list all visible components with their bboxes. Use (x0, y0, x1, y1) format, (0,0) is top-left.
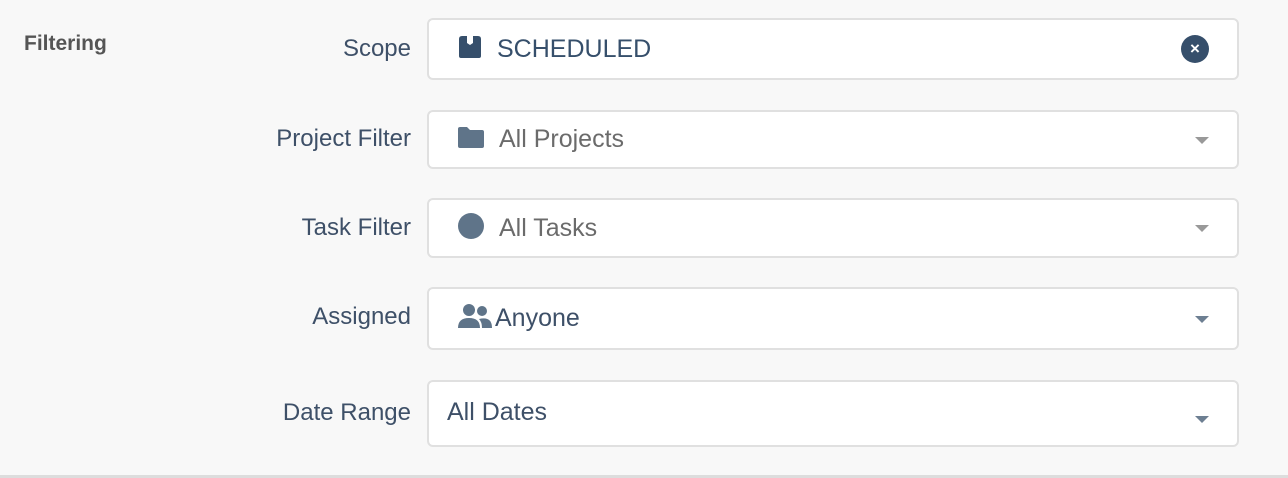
chevron-down-icon[interactable] (1195, 315, 1209, 323)
folder-icon (457, 125, 485, 154)
date-range-label: Date Range (282, 399, 411, 426)
project-filter-value: All Projects (499, 125, 625, 153)
scope-label: Scope (342, 35, 411, 62)
clear-icon[interactable]: × (1181, 35, 1209, 63)
circle-icon (457, 212, 485, 245)
section-title: Filtering (24, 32, 107, 55)
chevron-down-icon[interactable] (1195, 136, 1209, 144)
date-range-select[interactable]: All Dates (427, 380, 1239, 447)
scope-select[interactable]: SCHEDULED × (427, 18, 1239, 80)
assigned-select[interactable]: Anyone (427, 287, 1239, 350)
assigned-label: Assigned (312, 303, 411, 330)
assigned-value: Anyone (495, 304, 580, 332)
project-filter-select[interactable]: All Projects (427, 110, 1239, 169)
chevron-down-icon[interactable] (1195, 225, 1209, 232)
chevron-down-icon[interactable] (1195, 415, 1209, 423)
users-icon (457, 303, 493, 334)
task-filter-label: Task Filter (301, 214, 411, 241)
task-filter-value: All Tasks (499, 213, 598, 242)
scope-value: SCHEDULED (497, 34, 652, 63)
box-icon (457, 35, 483, 64)
project-filter-label: Project Filter (276, 125, 411, 152)
divider (0, 475, 1288, 478)
date-range-value: All Dates (447, 398, 548, 426)
task-filter-select[interactable]: All Tasks (427, 198, 1239, 258)
